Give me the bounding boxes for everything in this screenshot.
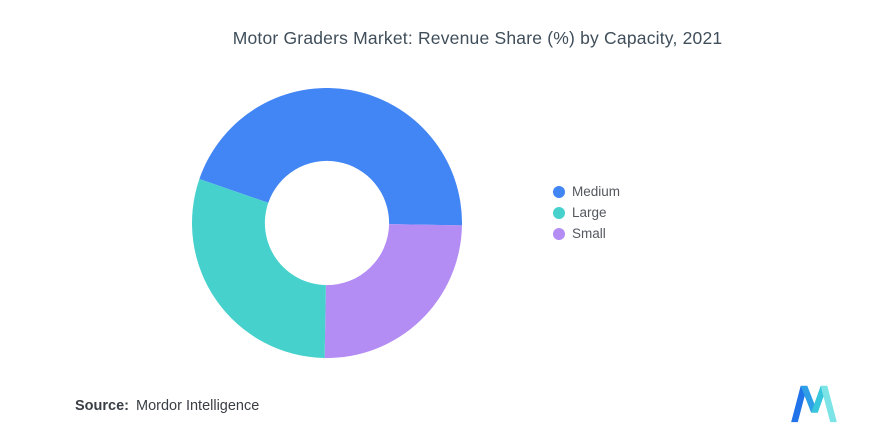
legend: Medium Large Small xyxy=(553,181,620,244)
source-line: Source: Mordor Intelligence xyxy=(75,398,259,414)
legend-item-medium[interactable]: Medium xyxy=(553,181,620,202)
legend-label-small: Small xyxy=(572,226,606,241)
donut-slice-medium[interactable] xyxy=(199,88,462,226)
legend-marker-small-icon xyxy=(553,227,565,240)
legend-label-medium: Medium xyxy=(572,184,621,199)
chart-title: Motor Graders Market: Revenue Share (%) … xyxy=(232,28,723,48)
source-label: Source: xyxy=(75,398,129,414)
mordor-intelligence-logo xyxy=(790,384,838,424)
legend-item-large[interactable]: Large xyxy=(553,202,620,223)
donut-slice-small[interactable] xyxy=(324,224,462,358)
legend-label-large: Large xyxy=(572,205,607,220)
source-value: Mordor Intelligence xyxy=(136,398,260,414)
legend-marker-medium-icon xyxy=(553,185,565,198)
donut-chart xyxy=(192,88,462,358)
mordor-logo-m-icon xyxy=(791,385,837,423)
donut-slice-large[interactable] xyxy=(192,179,326,358)
legend-marker-large-icon xyxy=(553,206,565,219)
legend-item-small[interactable]: Small xyxy=(553,223,620,244)
